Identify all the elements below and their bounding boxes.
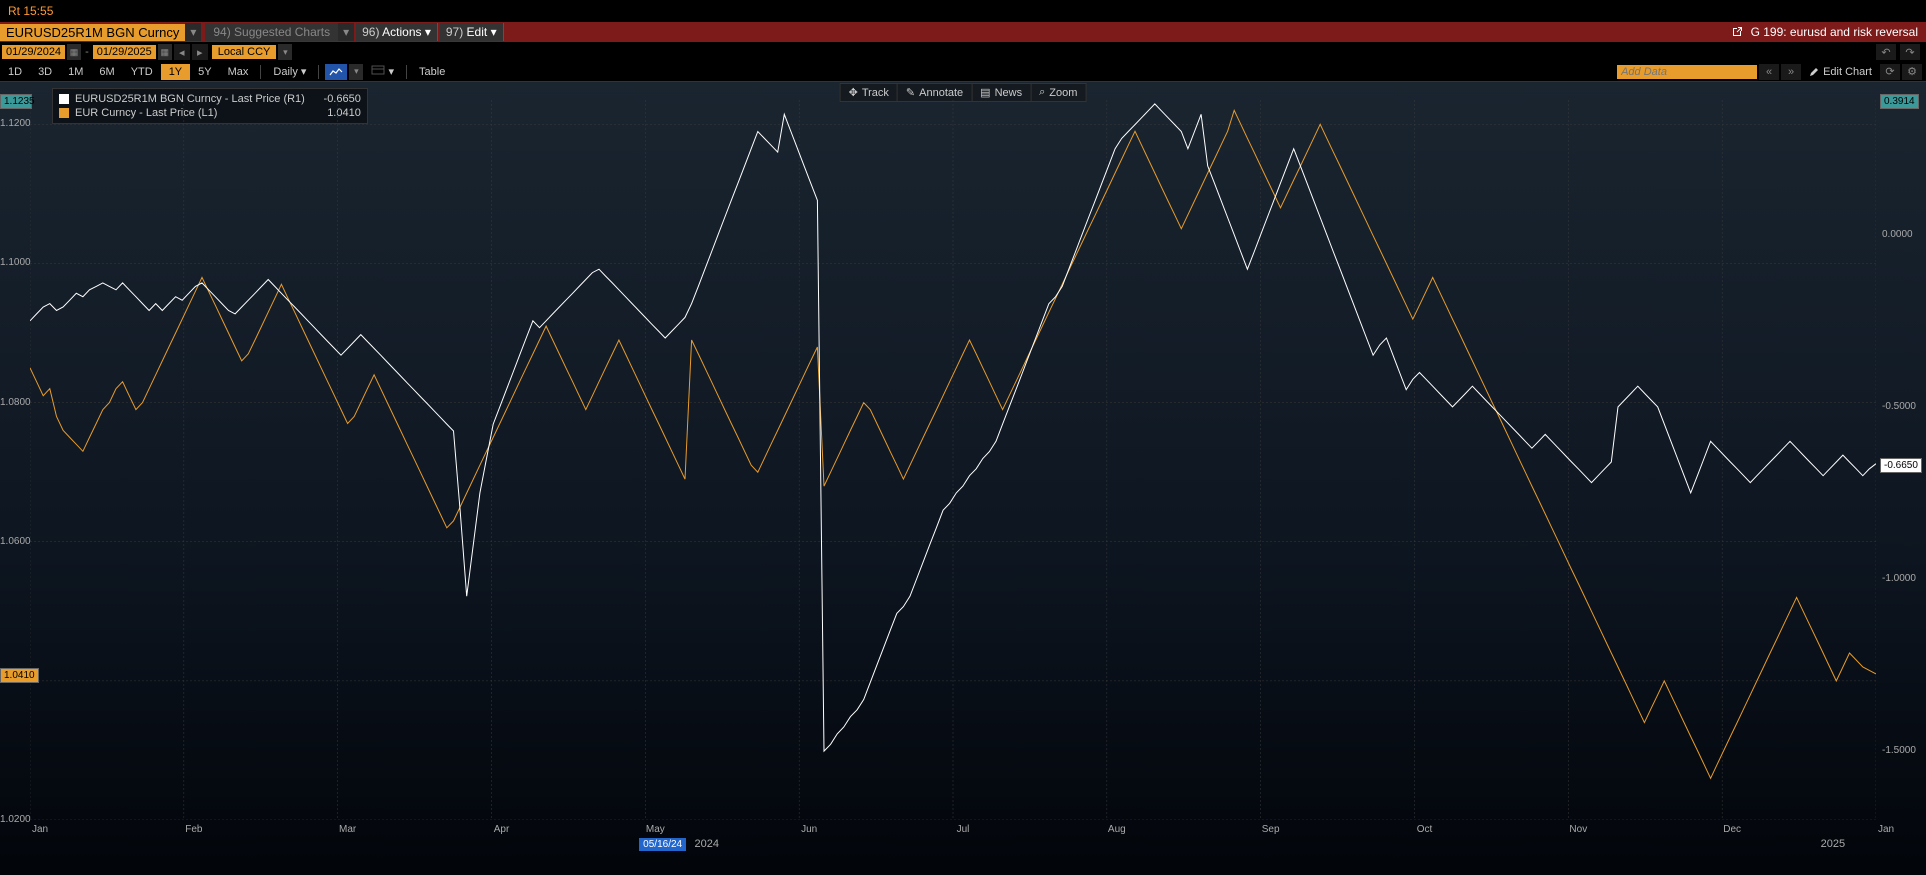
refresh-button[interactable]: ⟳ [1880,64,1900,80]
pencil-icon [1809,67,1819,77]
news-icon: ▤ [980,86,990,99]
table-button[interactable]: Table [411,64,453,80]
chart-type-dropdown-icon[interactable]: ▾ [349,64,363,80]
redo-button[interactable]: ↷ [1900,44,1920,60]
chart-name-label: G 199: eurusd and risk reversal [1751,25,1918,39]
range-max-button[interactable]: Max [220,64,257,80]
header-bar: Rt 15:55 [0,0,1926,22]
ticker-field[interactable]: EURUSD25R1M BGN Curncy [0,24,185,41]
suggested-dropdown-icon[interactable]: ▾ [338,23,354,41]
x-axis-month: Jan [32,824,48,835]
track-button[interactable]: ✥ Track [841,84,898,101]
zoom-button[interactable]: ⌕ Zoom [1031,84,1085,101]
chart-container: EURUSD25R1M BGN Curncy - Last Price (R1)… [0,82,1926,875]
annotate-button[interactable]: ✎ Annotate [898,84,972,101]
edit-button[interactable]: 97) Edit ▾ [440,23,504,41]
date-prev-button[interactable]: ◂ [174,44,190,60]
title-right: G 199: eurusd and risk reversal [1731,25,1926,39]
header-rt: Rt 15:55 [8,4,53,18]
left-axis-tick: 1.0200 [0,814,28,825]
popout-icon[interactable] [1731,26,1743,38]
x-axis-month: Jun [801,824,817,835]
add-data-next-button[interactable]: » [1781,64,1801,80]
range-3d-button[interactable]: 3D [30,64,60,80]
date-separator: - [83,46,91,58]
x-axis-year: 2024 [695,838,719,850]
x-axis-month: Sep [1262,824,1280,835]
right-axis-tick: -1.0000 [1882,573,1916,584]
x-axis-month: Apr [494,824,510,835]
date-from-picker-icon[interactable]: ▦ [67,44,81,60]
left-axis-peak-tag: 1.1235 [0,94,32,109]
annotate-icon: ✎ [906,86,915,99]
range-divider [406,65,407,79]
zoom-icon: ⌕ [1039,86,1045,99]
right-axis-tick: 0.0000 [1882,229,1913,240]
currency-field[interactable]: Local CCY [212,45,277,59]
date-to-field[interactable]: 01/29/2025 [93,45,156,59]
range-ytd-button[interactable]: YTD [123,64,161,80]
x-axis-month: Mar [339,824,356,835]
x-axis-month: Dec [1723,824,1741,835]
undo-button[interactable]: ↶ [1876,44,1896,60]
plot-area[interactable] [30,100,1876,820]
range-divider [260,65,261,79]
range-divider [318,65,319,79]
chart-type-line-icon[interactable] [325,64,347,80]
frequency-button[interactable]: Daily ▾ [265,63,314,80]
add-data-prev-button[interactable]: « [1759,64,1779,80]
range-1y-button[interactable]: 1Y [161,64,190,80]
date-bar: 01/29/2024 ▦ - 01/29/2025 ▦ ◂ ▸ Local CC… [0,42,1926,62]
left-axis-current-tag: 1.0410 [0,668,39,683]
x-axis-month: Nov [1569,824,1587,835]
left-axis-tick: 1.1000 [0,257,28,268]
left-axis-tick: 1.1200 [0,118,28,129]
right-axis-tick: -0.5000 [1882,401,1916,412]
add-data-input[interactable] [1617,65,1757,79]
x-axis-month: Jul [957,824,970,835]
x-axis-month: Oct [1417,824,1433,835]
left-axis-tick: 1.0800 [0,397,28,408]
currency-dropdown-icon[interactable]: ▾ [278,44,292,60]
date-from-field[interactable]: 01/29/2024 [2,45,65,59]
date-next-button[interactable]: ▸ [192,44,208,60]
x-axis-month: Feb [185,824,202,835]
range-bar: 1D3D1M6MYTD1Y5YMax Daily ▾ ▾ ▾ Table « »… [0,62,1926,82]
suggested-charts-button[interactable]: 94) Suggested Charts [205,23,338,41]
track-icon: ✥ [849,86,858,99]
range-5y-button[interactable]: 5Y [190,64,219,80]
right-axis-peak-tag: 0.3914 [1880,94,1919,109]
range-1d-button[interactable]: 1D [0,64,30,80]
x-axis-month: Aug [1108,824,1126,835]
title-bar: EURUSD25R1M BGN Curncy ▾ 94) Suggested C… [0,22,1926,42]
settings-button[interactable]: ⚙ [1902,64,1922,80]
date-to-picker-icon[interactable]: ▦ [158,44,172,60]
news-button[interactable]: ▤ News [972,84,1031,101]
x-axis-month: Jan [1878,824,1894,835]
cursor-date-tag: 05/16/24 [639,838,686,851]
ticker-dropdown-icon[interactable]: ▾ [185,23,201,41]
field-picker-button[interactable]: ▾ [363,63,402,80]
range-6m-button[interactable]: 6M [91,64,122,80]
range-1m-button[interactable]: 1M [60,64,91,80]
right-axis-current-tag: -0.6650 [1880,458,1922,473]
left-axis-tick: 1.0600 [0,536,28,547]
x-axis-month: May [646,824,665,835]
x-axis-year: 2025 [1821,838,1845,850]
edit-chart-button[interactable]: Edit Chart [1803,64,1878,80]
actions-button[interactable]: 96) Actions ▾ [356,23,438,41]
right-axis-tick: -1.5000 [1882,745,1916,756]
